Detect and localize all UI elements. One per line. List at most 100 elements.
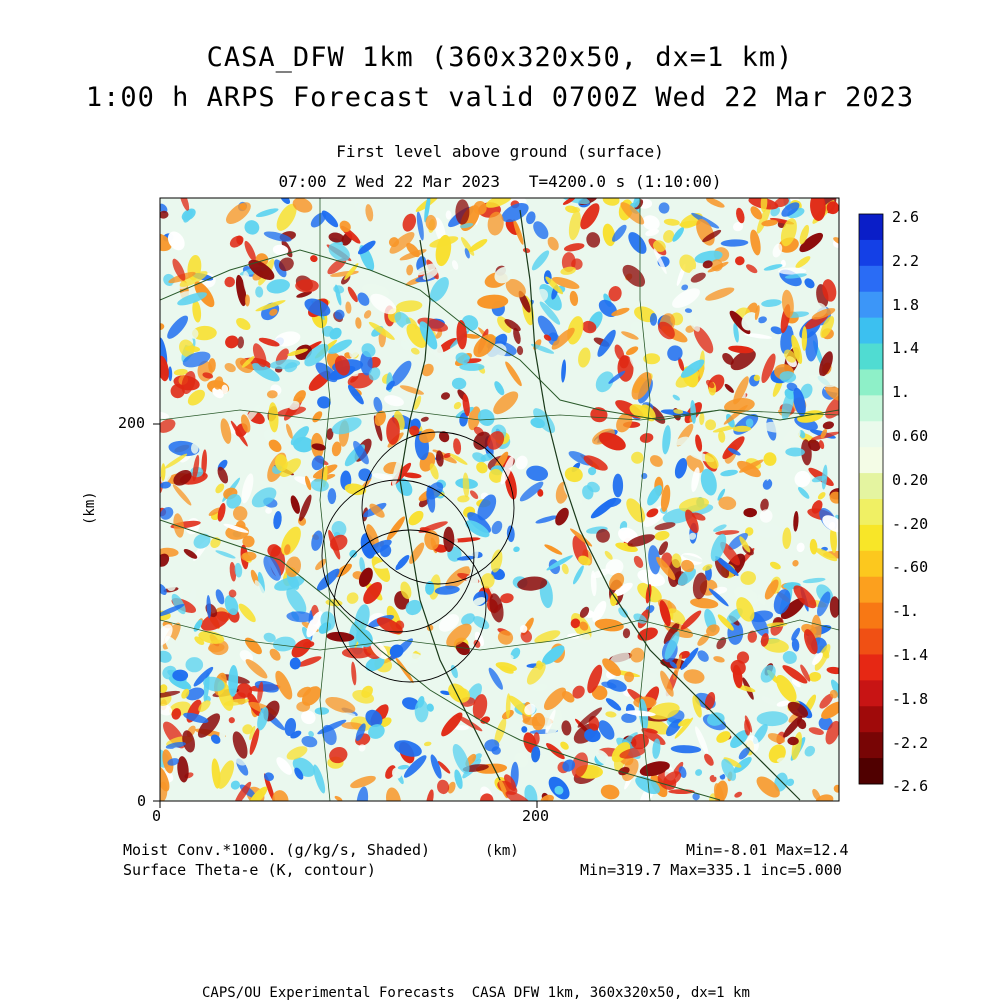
field-cell [802, 577, 826, 584]
field-cell [371, 556, 391, 582]
field-cell [800, 383, 813, 399]
field-cell [405, 599, 422, 616]
field-cell [680, 359, 705, 378]
field-cell [341, 722, 364, 730]
field-cell [830, 525, 837, 553]
field-cell [242, 535, 255, 548]
field-cell [361, 283, 390, 298]
field-cell [568, 210, 581, 241]
field-cell [363, 310, 372, 319]
field-cell [605, 559, 624, 576]
field-cell [359, 557, 366, 574]
field-cell [829, 491, 839, 504]
field-cell [621, 331, 639, 340]
field-cell [685, 509, 699, 534]
x-tick-label: 0 [152, 807, 162, 825]
field-cell [173, 368, 188, 376]
field-cell [760, 664, 776, 683]
field-cell [472, 694, 488, 720]
field-cell [708, 588, 729, 607]
field-cell [315, 558, 327, 571]
field-cell [331, 441, 342, 457]
field-cell [165, 741, 186, 749]
field-cell [629, 404, 651, 419]
field-cell [241, 473, 254, 504]
field-cell [522, 248, 531, 253]
field-cell [677, 568, 696, 586]
field-cell [610, 593, 618, 607]
field-cell [749, 610, 774, 623]
field-cell [722, 436, 745, 460]
field-cell [614, 344, 625, 361]
field-cell [722, 352, 734, 365]
field-cell [357, 240, 376, 255]
field-cell [622, 628, 631, 639]
field-cell [572, 685, 585, 699]
field-cell [347, 384, 364, 405]
plot-frame [159, 197, 840, 802]
field-cell [563, 243, 585, 252]
field-cell [601, 681, 617, 689]
field-cell [171, 708, 182, 720]
field-cell [440, 690, 451, 696]
field-cell [605, 698, 622, 711]
field-cell [642, 215, 660, 231]
field-cell [672, 227, 684, 242]
field-cell [804, 278, 815, 289]
field-cell [445, 210, 452, 220]
field-cell [811, 500, 823, 514]
field-cell [650, 774, 668, 798]
field-cell [721, 758, 737, 781]
field-cell [420, 416, 429, 422]
field-cell [608, 370, 626, 384]
field-cell [662, 425, 671, 455]
field-cell [278, 257, 294, 272]
field-cell [269, 359, 301, 370]
field-cell [681, 284, 689, 291]
field-cell [756, 357, 766, 365]
field-cell [412, 645, 429, 656]
field-cell [793, 387, 806, 417]
field-cell [365, 204, 374, 222]
field-cell [386, 380, 395, 391]
field-cell [269, 308, 278, 316]
field-cell [705, 287, 735, 301]
colorbar-swatch [859, 576, 883, 604]
field-cell [526, 211, 536, 225]
field-cell [690, 400, 697, 424]
field-cell [691, 467, 700, 492]
field-cell [562, 759, 576, 772]
field-cell [480, 453, 495, 462]
field-cell [395, 554, 410, 571]
field-cell [198, 700, 211, 712]
field-cell [692, 695, 702, 718]
field-cell [172, 258, 186, 281]
field-cell [184, 345, 201, 353]
field-cell [810, 198, 826, 221]
field-cell [561, 691, 575, 703]
colorbar-label: 1.8 [892, 295, 920, 314]
field-cell [480, 716, 491, 724]
field-cell [488, 468, 504, 483]
field-cell [825, 384, 839, 402]
field-cell [785, 447, 805, 457]
field-cell [399, 385, 425, 395]
field-cell [829, 689, 838, 699]
field-cell [425, 214, 437, 231]
field-cell [646, 508, 659, 518]
field-cell [493, 391, 519, 415]
field-cell [717, 614, 734, 631]
field-cell [594, 618, 624, 632]
field-cell [310, 212, 327, 228]
field-cell [160, 765, 170, 792]
field-cell [523, 732, 537, 754]
field-cell [673, 654, 682, 680]
field-cell [534, 630, 561, 644]
field-cell [456, 320, 467, 350]
field-cell [706, 712, 725, 726]
field-cell [778, 267, 807, 275]
field-cell [537, 315, 558, 342]
field-cell [587, 648, 602, 664]
radar-range-ring [361, 431, 515, 585]
field-cell [654, 530, 670, 541]
